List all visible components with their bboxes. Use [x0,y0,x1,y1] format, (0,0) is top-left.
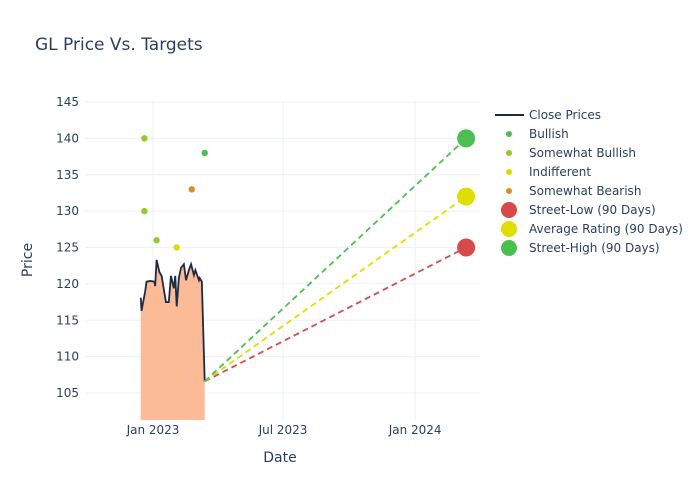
rating-point [188,186,195,193]
y-tick-label: 135 [56,168,79,182]
axis-ticks: 105 110 115 120 125 130 135 140 145 Jan 2023 Jul 2… [56,95,441,437]
legend-target-swatch [501,221,517,237]
target-trend-line [204,246,467,383]
legend-target-swatch [501,240,517,256]
plot-area [139,129,476,420]
rating-point [173,244,180,251]
y-tick-label: 105 [56,386,79,400]
legend-rating-label: Somewhat Bullish [529,146,636,160]
target-trend-line [204,195,467,383]
y-tick-label: 120 [56,277,79,291]
legend-target-label: Street-Low (90 Days) [529,203,656,217]
legend-rating-swatch [506,150,512,156]
legend-rating-swatch [506,188,512,194]
target-marker [457,187,476,206]
legend-rating-swatch [506,169,512,175]
legend-target-swatch [501,202,517,218]
rating-point [141,207,148,215]
x-tick-label: Jan 2024 [388,423,442,437]
legend-rating-label: Somewhat Bearish [529,184,641,198]
y-tick-label: 115 [56,313,79,327]
y-tick-label: 145 [56,95,79,109]
legend-target-label: Average Rating (90 Days) [529,222,683,236]
close-price-line [139,259,206,382]
legend: Close Prices Bullish Somewhat Bullish Indif… [495,108,683,256]
legend-rating-label: Bullish [529,127,569,141]
legend-target-label: Street-High (90 Days) [529,241,660,255]
legend-rating-label: Indifferent [529,165,591,179]
target-marker [457,129,476,148]
rating-point [153,237,160,244]
rating-point [141,135,148,142]
x-tick-label: Jul 2023 [258,423,308,437]
close-price-area [140,259,205,420]
x-axis-label: Date [263,450,296,466]
x-tick-label: Jan 2023 [126,423,180,437]
legend-rating-swatch [506,131,512,137]
target-marker [457,238,476,257]
y-tick-label: 130 [56,204,79,218]
y-tick-label: 125 [56,241,79,255]
y-axis-label: Price [20,243,36,277]
y-tick-label: 140 [56,131,79,145]
chart-title: GL Price Vs. Targets [35,35,203,55]
rating-point [201,149,208,157]
y-tick-label: 110 [56,350,79,364]
legend-close-prices-label: Close Prices [529,108,601,122]
